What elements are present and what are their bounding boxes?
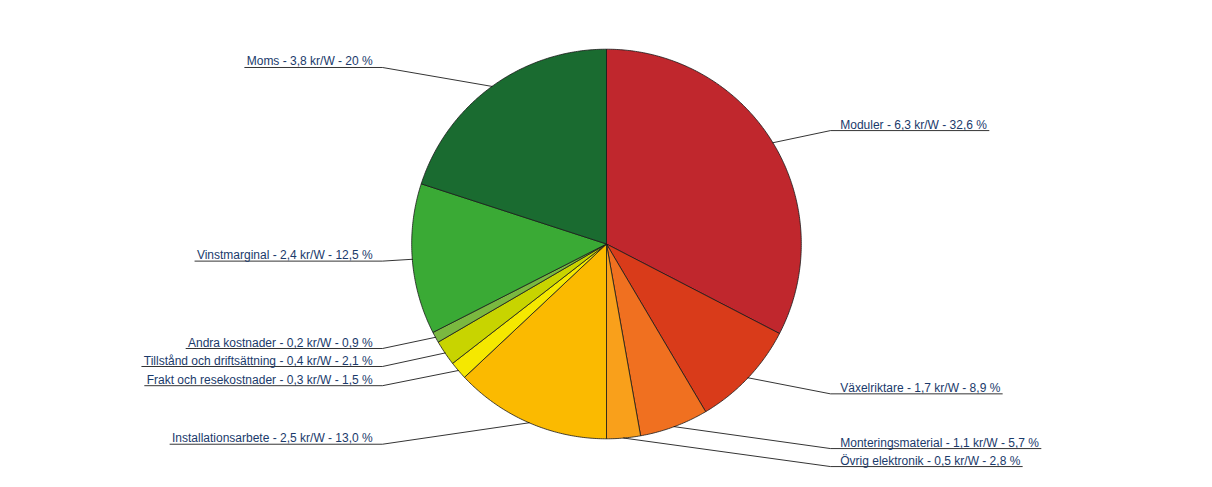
svg-text:Installationsarbete - 2,5 kr/W: Installationsarbete - 2,5 kr/W - 13,0 %	[172, 431, 373, 445]
svg-text:Monteringsmaterial - 1,1 kr/W: Monteringsmaterial - 1,1 kr/W - 5,7 %	[840, 436, 1039, 450]
svg-text:Moms - 3,8 kr/W - 20 %: Moms - 3,8 kr/W - 20 %	[247, 54, 373, 68]
svg-text:Frakt och resekostnader - 0,3: Frakt och resekostnader - 0,3 kr/W - 1,5…	[147, 373, 373, 387]
svg-text:Tillstånd och driftsättning -: Tillstånd och driftsättning - 0,4 kr/W -…	[144, 354, 373, 368]
svg-text:Moduler - 6,3 kr/W - 32,6 %: Moduler - 6,3 kr/W - 32,6 %	[840, 118, 987, 132]
svg-text:Växelriktare - 1,7 kr/W - 8,9: Växelriktare - 1,7 kr/W - 8,9 %	[840, 381, 1000, 395]
svg-text:Övrig elektronik - 0,5 kr/W -: Övrig elektronik - 0,5 kr/W - 2,8 %	[840, 454, 1020, 468]
svg-text:Vinstmarginal - 2,4 kr/W - 12,: Vinstmarginal - 2,4 kr/W - 12,5 %	[197, 248, 373, 262]
svg-text:Andra kostnader - 0,2 kr/W - 0: Andra kostnader - 0,2 kr/W - 0,9 %	[188, 336, 373, 350]
